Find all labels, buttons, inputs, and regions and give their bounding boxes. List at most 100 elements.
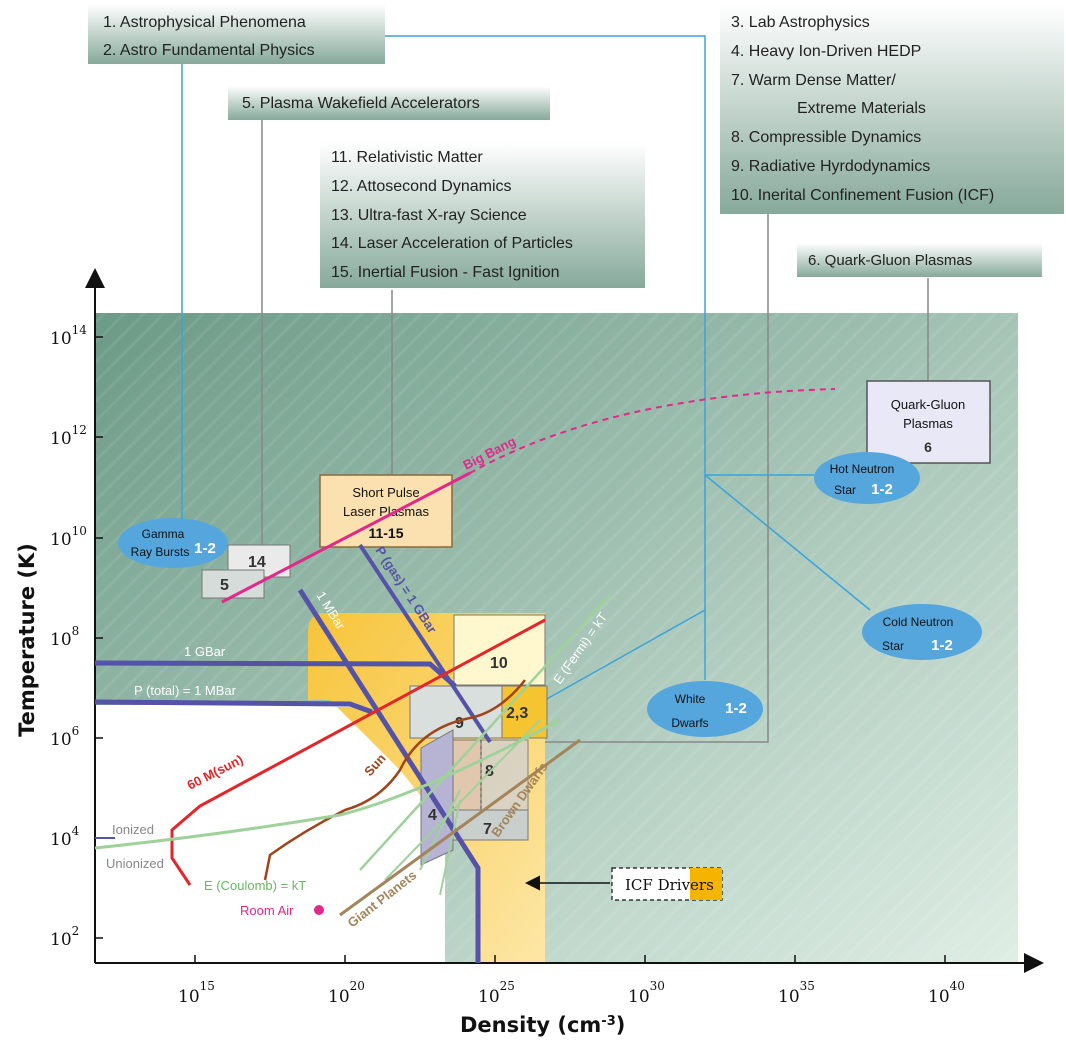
label-box-line: 14. Laser Acceleration of Particles (331, 235, 573, 252)
quark-gluon-box (866, 380, 991, 464)
y-tick-label: 108 (50, 624, 79, 650)
icf-drivers-fill (690, 868, 722, 900)
y-tick-label: 102 (50, 924, 79, 950)
lab-23-connector (544, 609, 706, 701)
quark-gluon-line: Quark-Gluon (891, 397, 965, 412)
cold-neutron-ellipse (862, 604, 982, 660)
short-pulse-line: Laser Plasmas (343, 504, 429, 519)
x-tick-label: 1020 (328, 979, 365, 1007)
label-box-line: 9. Radiative Hyrdodynamics (731, 158, 930, 175)
label-box-astro: 1. Astrophysical Phenomena 2. Astro Fund… (88, 4, 385, 64)
x-tick-labels: 1015 1020 1025 1030 1035 1040 (178, 979, 965, 1007)
hot-neutron-ellipse (814, 452, 920, 504)
box-5-label: 5 (220, 577, 229, 594)
label-box-line: Extreme Materials (797, 100, 926, 117)
ellipses: Gamma Ray Bursts 1-2 Hot Neutron Star 1-… (118, 452, 982, 737)
cold-neutron-line: Cold Neutron (883, 615, 954, 629)
icf-drivers-label: ICF Drivers (625, 876, 714, 894)
quark-gluon-line: 6 (924, 439, 932, 455)
box-7-label: 7 (483, 821, 492, 838)
x-tick-label: 1040 (928, 979, 965, 1007)
white-dwarfs-num: 1-2 (725, 700, 747, 717)
box-4-label: 4 (428, 807, 437, 824)
green-extra-3 (439, 799, 461, 896)
short-pulse-box (319, 474, 453, 548)
one-mbar-line (297, 588, 481, 963)
x-tick-label: 1035 (778, 979, 815, 1007)
x-axis-title: Density (cm-3) (460, 1013, 625, 1037)
room-air-dot (314, 905, 324, 915)
x-tick-label: 1025 (478, 979, 515, 1007)
label-box-quark: 6. Quark-Gluon Plasmas (797, 243, 1042, 277)
label-box-line: 5. Plasma Wakefield Accelerators (242, 95, 480, 112)
big-bang-dashed (469, 388, 836, 474)
cold-neutron-connector (704, 474, 871, 611)
box-23-label: 2,3 (506, 705, 528, 722)
y-tick-label: 106 (50, 724, 79, 750)
label-box-line: 6. Quark-Gluon Plasmas (808, 252, 972, 269)
y-ticks (95, 336, 103, 939)
white-dwarfs-line: Dwarfs (671, 716, 708, 730)
fermi-line (359, 594, 611, 871)
room-air-label: Room Air (240, 903, 294, 918)
hot-neutron-line: Star (834, 483, 856, 497)
sun-curve (263, 679, 526, 881)
label-box-lab: 3. Lab Astrophysics 4. Heavy Ion-Driven … (720, 4, 1064, 214)
white-dwarfs-ellipse (647, 681, 763, 737)
y-tick-label: 1012 (50, 423, 87, 449)
box-4 (420, 729, 454, 866)
one-gbar-label: 1 GBar (184, 644, 226, 659)
y-tick-labels: 102 104 106 108 1010 1012 1014 (50, 323, 87, 950)
gamma-line: Ray Bursts (131, 545, 190, 559)
box-10 (453, 614, 546, 686)
y-tick-label: 104 (50, 824, 80, 850)
y-axis-title: Temperature (K) (15, 543, 39, 737)
y-tick-label: 1010 (50, 524, 87, 550)
sixty-msun-line (170, 618, 546, 886)
icf-drivers: ICF Drivers (525, 867, 723, 901)
quark-gluon-line: Plasmas (903, 416, 953, 431)
x-ticks (194, 955, 946, 963)
short-pulse-line: Short Pulse (352, 485, 419, 500)
label-box-line: 4. Heavy Ion-Driven HEDP (731, 43, 921, 60)
gamma-line: Gamma (142, 527, 185, 541)
box-10-label: 10 (490, 655, 508, 672)
p-total-line (94, 699, 373, 715)
label-box-line: 10. Inerital Confinement Fusion (ICF) (731, 187, 994, 204)
white-dwarfs-line: White (675, 692, 706, 706)
label-box-relativistic: 11. Relativistic Matter 12. Attosecond D… (320, 142, 645, 288)
box-9-label: 9 (455, 715, 464, 732)
box-14-label: 14 (248, 554, 266, 571)
ionized-label: Ionized (112, 822, 154, 837)
hot-neutron-num: 1-2 (871, 481, 893, 498)
label-box-line: 13. Ultra-fast X-ray Science (331, 207, 527, 224)
label-box-line: 2. Astro Fundamental Physics (103, 42, 315, 59)
green-extra-1 (384, 719, 541, 881)
connector-lines (181, 35, 929, 743)
unionized-label: Unionized (106, 856, 164, 871)
y-tick-label: 1014 (50, 323, 87, 349)
green-extra-2 (419, 789, 461, 871)
short-pulse-line: 11-15 (368, 525, 403, 541)
label-box-line: 8. Compressible Dynamics (731, 129, 921, 146)
gamma-num: 1-2 (194, 540, 216, 557)
label-box-line: 7. Warm Dense Matter/ (731, 72, 896, 89)
brown-dwarf-line (339, 738, 581, 917)
label-box-line: 11. Relativistic Matter (331, 149, 483, 166)
label-box-line: 3. Lab Astrophysics (731, 14, 870, 31)
lab-connector (545, 210, 769, 743)
hot-neutron-line: Hot Neutron (830, 462, 895, 476)
p-total-label: P (total) = 1 MBar (134, 683, 237, 698)
gamma-ellipse (118, 518, 228, 568)
cold-neutron-line: Star (882, 639, 904, 653)
x-tick-label: 1030 (628, 979, 665, 1007)
cold-neutron-num: 1-2 (931, 637, 953, 654)
label-box-line: 12. Attosecond Dynamics (331, 178, 512, 195)
astro-lab-connector (385, 35, 706, 475)
terrestrial-region (95, 706, 445, 963)
e-coulomb-label: E (Coulomb) = kT (204, 878, 306, 893)
x-tick-label: 1015 (178, 979, 215, 1007)
label-box-line: 15. Inertial Fusion - Fast Ignition (331, 264, 560, 281)
curves (94, 388, 836, 963)
